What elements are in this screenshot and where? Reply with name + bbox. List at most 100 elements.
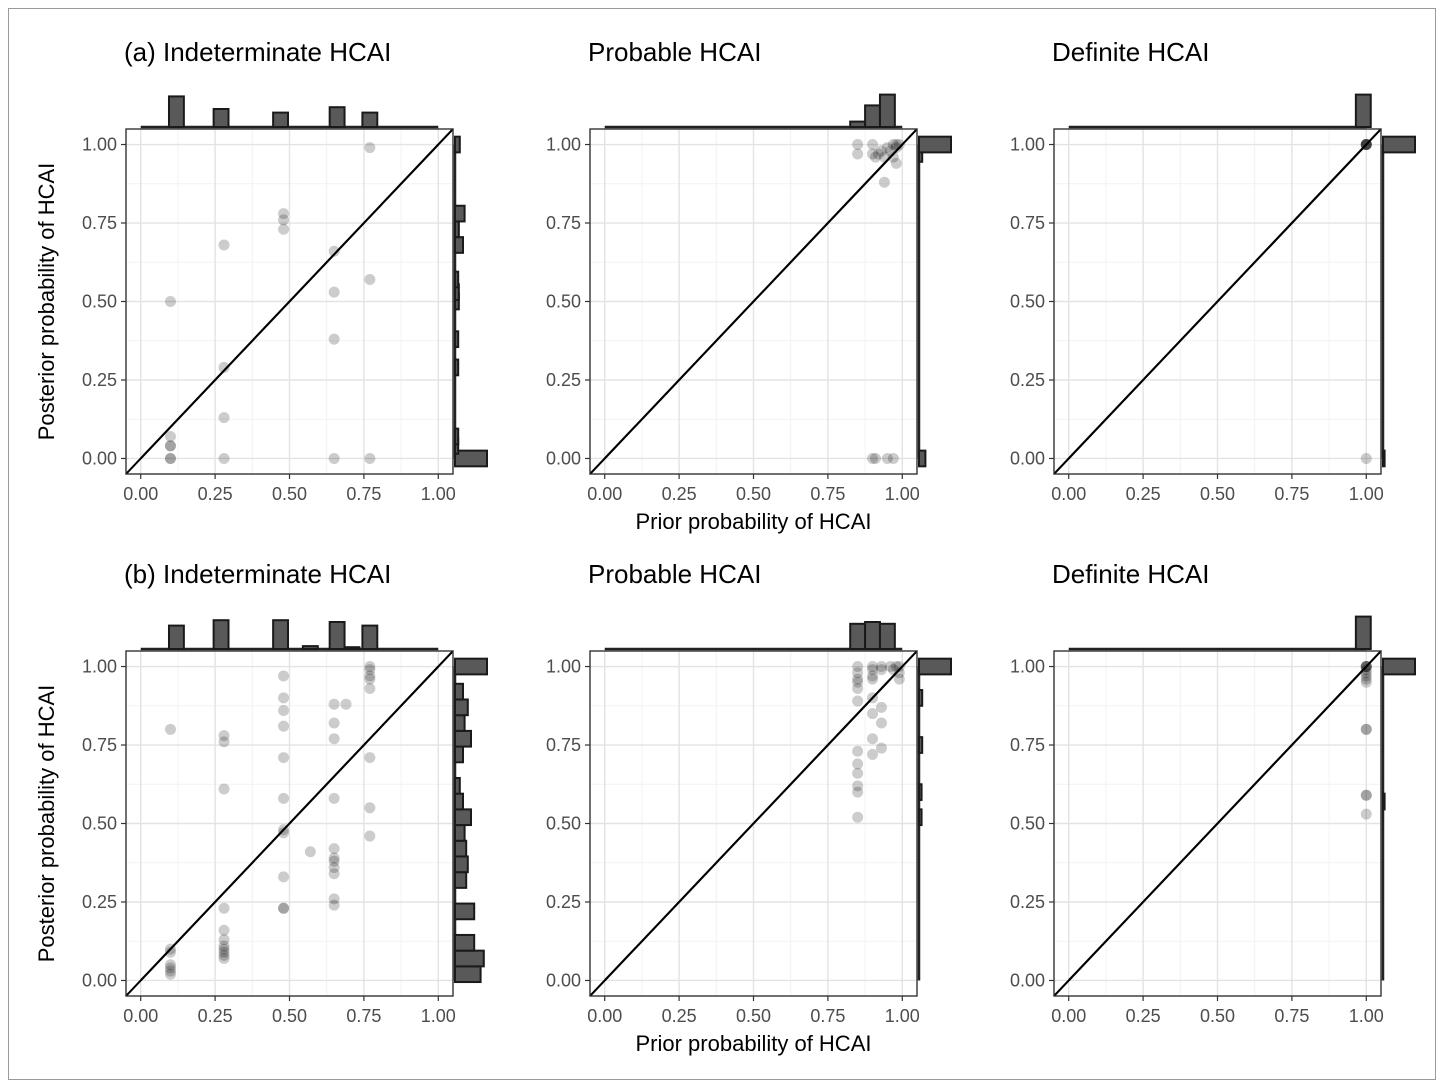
y-tick-label: 0.25 bbox=[1010, 370, 1045, 390]
data-point bbox=[1360, 452, 1372, 464]
data-point bbox=[164, 440, 176, 452]
y-tick-label: 0.75 bbox=[546, 735, 581, 755]
data-point bbox=[278, 792, 290, 804]
top-histogram-bar bbox=[301, 645, 319, 650]
data-point bbox=[328, 893, 340, 905]
data-point bbox=[218, 934, 230, 946]
data-point bbox=[328, 698, 340, 710]
data-point bbox=[218, 783, 230, 795]
data-point bbox=[870, 452, 882, 464]
x-tick-label: 0.25 bbox=[662, 1006, 697, 1026]
data-point bbox=[1360, 808, 1372, 820]
data-point bbox=[364, 661, 376, 673]
panel-border bbox=[1053, 650, 1382, 997]
top-histogram-bar bbox=[361, 111, 379, 128]
data-point bbox=[884, 661, 896, 673]
data-point bbox=[875, 742, 887, 754]
right-histogram-bar bbox=[454, 965, 482, 984]
data-point bbox=[852, 676, 864, 688]
data-point bbox=[852, 786, 864, 798]
y-tick-label: 0.75 bbox=[82, 735, 117, 755]
data-point bbox=[278, 670, 290, 682]
y-tick-label: 1.00 bbox=[82, 657, 117, 677]
data-point bbox=[364, 664, 376, 676]
data-point bbox=[867, 452, 879, 464]
data-point bbox=[852, 780, 864, 792]
data-point bbox=[164, 946, 176, 958]
x-tick-label: 0.75 bbox=[1274, 484, 1309, 504]
diagonal-line-extended bbox=[589, 650, 918, 997]
data-point bbox=[881, 452, 893, 464]
data-point bbox=[875, 717, 887, 729]
data-point bbox=[875, 701, 887, 713]
data-point bbox=[164, 723, 176, 735]
data-point bbox=[852, 667, 864, 679]
y-tick-label: 0.00 bbox=[1010, 448, 1045, 468]
right-histogram-bar bbox=[918, 736, 924, 754]
data-point bbox=[1360, 723, 1372, 735]
right-histogram-bar bbox=[454, 745, 464, 764]
data-point bbox=[218, 361, 230, 373]
right-histogram-bar bbox=[454, 855, 469, 874]
right-histogram-bar bbox=[454, 871, 468, 889]
right-histogram-bar bbox=[454, 824, 466, 842]
y-tick-label: 0.50 bbox=[1010, 814, 1045, 834]
data-point bbox=[890, 142, 902, 154]
data-point bbox=[867, 748, 879, 760]
right-histogram-bar bbox=[454, 135, 461, 154]
x-tick-label: 1.00 bbox=[885, 1006, 920, 1026]
data-point bbox=[278, 871, 290, 883]
x-tick-label: 0.00 bbox=[123, 1006, 158, 1026]
right-histogram-bar bbox=[454, 902, 476, 921]
data-point bbox=[1360, 723, 1372, 735]
data-point bbox=[893, 667, 905, 679]
data-point bbox=[875, 664, 887, 676]
data-point bbox=[887, 151, 899, 163]
data-point bbox=[304, 846, 316, 858]
data-point bbox=[1360, 664, 1372, 676]
data-point bbox=[852, 139, 864, 151]
x-axis-label: Prior probability of HCAI bbox=[636, 1031, 872, 1056]
data-point bbox=[218, 943, 230, 955]
data-point bbox=[278, 223, 290, 235]
data-point bbox=[893, 139, 905, 151]
right-histogram-bar bbox=[454, 220, 460, 239]
x-tick-label: 1.00 bbox=[1349, 1006, 1384, 1026]
data-point bbox=[852, 767, 864, 779]
right-histogram-bar bbox=[918, 689, 924, 707]
data-point bbox=[867, 139, 879, 151]
data-point bbox=[870, 151, 882, 163]
data-point bbox=[164, 959, 176, 971]
right-histogram-bar bbox=[1382, 135, 1416, 154]
x-tick-label: 0.50 bbox=[272, 484, 307, 504]
data-point bbox=[164, 965, 176, 977]
data-point bbox=[328, 852, 340, 864]
diagonal-line-extended bbox=[125, 650, 454, 997]
right-histogram-bar bbox=[454, 330, 460, 349]
x-tick-label: 0.75 bbox=[810, 484, 845, 504]
data-point bbox=[164, 962, 176, 974]
top-histogram-bar bbox=[212, 619, 230, 651]
y-tick-label: 1.00 bbox=[1010, 135, 1045, 155]
y-tick-label: 0.00 bbox=[546, 448, 581, 468]
data-point bbox=[852, 745, 864, 757]
top-histogram-bar bbox=[167, 624, 185, 650]
panel-title: Definite HCAI bbox=[1052, 559, 1210, 589]
diagonal-line-extended bbox=[125, 128, 454, 475]
panel-border bbox=[125, 128, 454, 475]
right-histogram-bar bbox=[918, 135, 952, 154]
data-point bbox=[364, 830, 376, 842]
data-point bbox=[881, 142, 893, 154]
data-point bbox=[328, 792, 340, 804]
data-point bbox=[364, 670, 376, 682]
data-point bbox=[867, 673, 879, 685]
data-point bbox=[218, 940, 230, 952]
data-point bbox=[1360, 789, 1372, 801]
panel-title: Definite HCAI bbox=[1052, 37, 1210, 67]
y-tick-label: 0.25 bbox=[82, 892, 117, 912]
data-point bbox=[218, 412, 230, 424]
top-histogram-bar bbox=[212, 108, 230, 128]
data-point bbox=[887, 452, 899, 464]
data-point bbox=[1360, 789, 1372, 801]
right-histogram-bar bbox=[918, 657, 952, 676]
